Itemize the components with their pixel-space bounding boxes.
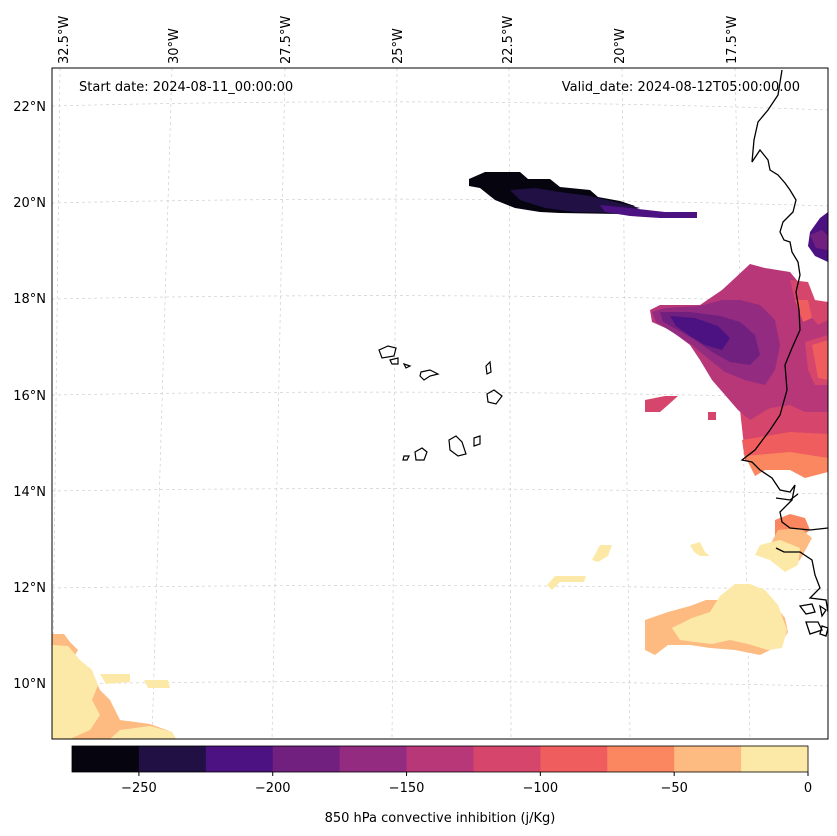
colorbar-swatch <box>339 746 408 772</box>
colorbar-swatch <box>674 746 742 772</box>
colorbar-tick-label: −250 <box>121 781 157 796</box>
lon-label-17-5w: 17.5°W <box>725 16 740 64</box>
start-date-label: Start date: 2024-08-11_00:00:00 <box>79 80 293 95</box>
bijagos-islands <box>798 603 828 637</box>
colorbar-swatch <box>72 746 140 772</box>
colorbar-frame <box>71 745 809 773</box>
lon-label-27-5w: 27.5°W <box>279 16 294 64</box>
map-frame <box>51 67 829 740</box>
colorbar-swatch <box>607 746 675 772</box>
colorbar-swatch <box>138 746 207 772</box>
cin-fill-southwest <box>52 634 176 739</box>
lon-label-20w: 20°W <box>613 28 628 64</box>
colorbar <box>72 746 809 772</box>
colorbar-swatch <box>406 746 474 772</box>
colorbar-swatch <box>473 746 541 772</box>
lat-label-22n: 22°N <box>13 100 46 115</box>
colorbar-tick-label: −100 <box>523 781 559 796</box>
lon-label-30w: 30°W <box>167 28 182 64</box>
lat-label-18n: 18°N <box>13 292 46 307</box>
colorbar-swatch <box>540 746 608 772</box>
cin-fill-guinea <box>547 514 812 655</box>
colorbar-swatch <box>741 746 809 772</box>
lat-label-20n: 20°N <box>13 196 46 211</box>
colorbar-tick-label: −150 <box>389 781 425 796</box>
colorbar-label: 850 hPa convective inhibition (j/Kg) <box>325 811 556 826</box>
cin-fill-east-top <box>808 212 828 262</box>
lon-label-32-5w: 32.5°W <box>57 16 72 64</box>
africa-coastline <box>740 69 828 531</box>
colorbar-swatch <box>272 746 341 772</box>
map-panel <box>52 68 828 739</box>
lat-label-14n: 14°N <box>13 485 46 500</box>
colorbar-tick-label: −50 <box>660 781 687 796</box>
longitude-labels: 32.5°W 30°W 27.5°W 25°W 22.5°W 20°W 17.5… <box>57 16 740 64</box>
lat-label-10n: 10°N <box>13 677 46 692</box>
lon-label-22-5w: 22.5°W <box>501 16 516 64</box>
gambia-river <box>775 493 799 501</box>
colorbar-tick-label: 0 <box>804 781 812 796</box>
cin-fill-north-streak <box>469 172 697 218</box>
lat-label-16n: 16°N <box>13 389 46 404</box>
lat-label-12n: 12°N <box>13 581 46 596</box>
cape-verde-islands <box>378 345 503 461</box>
colorbar-swatch <box>205 746 274 772</box>
colorbar-tick-label: −200 <box>255 781 291 796</box>
latitude-labels: 22°N 20°N 18°N 16°N 14°N 12°N 10°N <box>13 100 46 692</box>
lon-label-25w: 25°W <box>391 28 406 64</box>
colorbar-ticks: −250 −200 −150 −100 −50 0 <box>121 772 812 796</box>
valid-date-label: Valid_date: 2024-08-12T05:00:00.00 <box>562 80 800 95</box>
guinea-coastline <box>775 547 828 613</box>
